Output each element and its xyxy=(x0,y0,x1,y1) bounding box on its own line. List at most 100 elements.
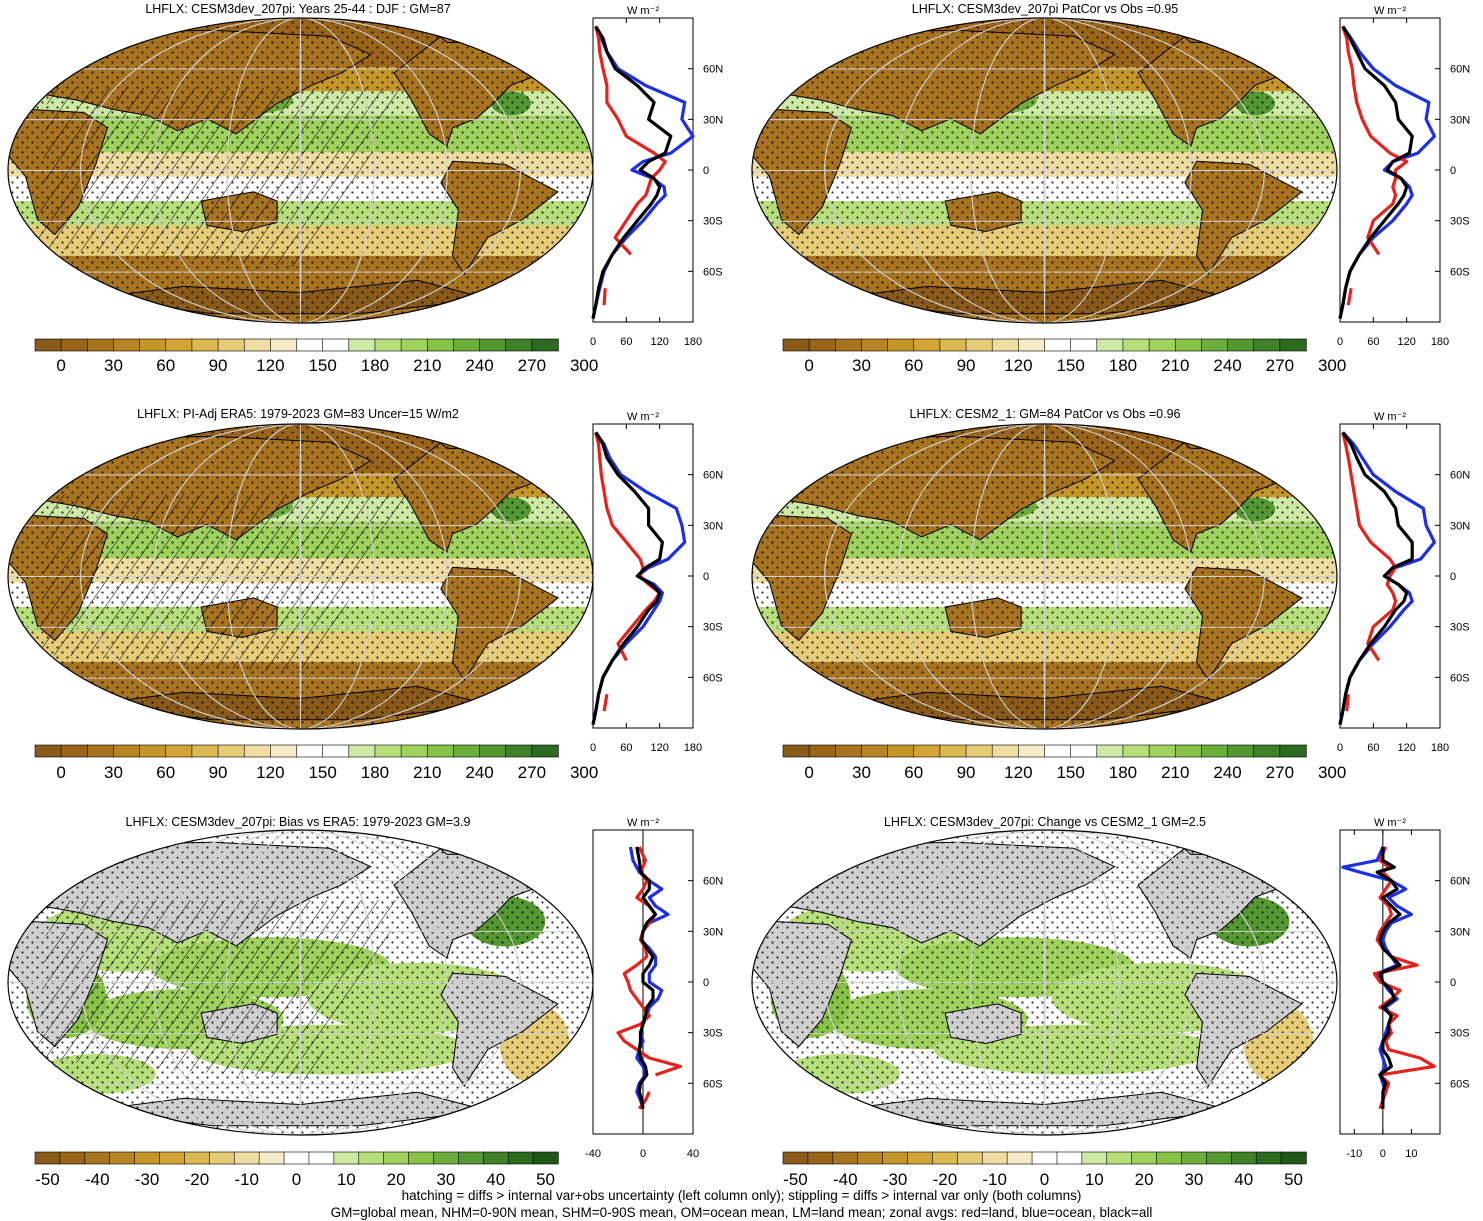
colorbar-swatch xyxy=(857,1151,884,1165)
colorbar-swatch xyxy=(400,338,428,352)
profile-xtick-label: 0 xyxy=(590,742,596,754)
colorbar-label: 60 xyxy=(904,356,923,375)
colorbar-swatch xyxy=(109,1151,136,1165)
colorbar-label: 120 xyxy=(1004,356,1032,375)
colorbar-swatch xyxy=(1227,338,1255,352)
colorbar-swatch xyxy=(270,744,298,758)
colorbar-swatch xyxy=(907,1151,934,1165)
colorbar-swatch xyxy=(782,338,810,352)
colorbar-swatch xyxy=(113,744,141,758)
colorbar-swatch xyxy=(1018,744,1046,758)
colorbar-swatch xyxy=(479,744,507,758)
colorbar-swatch xyxy=(134,1151,161,1165)
colorbar-label: 50 xyxy=(536,1170,555,1189)
colorbar-label: 180 xyxy=(1109,356,1137,375)
colorbar-label: 50 xyxy=(1284,1170,1303,1189)
profile-ytick-label: 0 xyxy=(1450,571,1456,583)
footnote-hatching: hatching = diffs > internal var+obs unce… xyxy=(401,1188,1082,1203)
colorbar-label: 210 xyxy=(1161,763,1189,782)
profile-ytick-label: 60S xyxy=(1450,1078,1470,1090)
footnote-legend: GM=global mean, NHM=0-90N mean, SHM=0-90… xyxy=(330,1205,1153,1220)
colorbar-swatch xyxy=(358,1151,385,1165)
profile-ytick-label: 30S xyxy=(1450,622,1470,634)
profile-ytick-label: 0 xyxy=(703,571,709,583)
colorbar-swatch xyxy=(374,744,402,758)
colorbar-swatch xyxy=(243,744,272,758)
colorbar-swatch xyxy=(1201,338,1229,352)
colorbar: 0 30 60 90 120 150 180 210 240 270 300 xyxy=(782,338,1346,375)
graticule-meridian xyxy=(80,830,521,1135)
colorbar-label: 20 xyxy=(387,1170,406,1189)
graticule-meridian xyxy=(1043,424,1046,729)
colorbar-swatch xyxy=(34,1151,61,1165)
colorbar-label: 180 xyxy=(1109,763,1137,782)
colorbar-label: 0 xyxy=(56,763,65,782)
zonal-profile: W m⁻² -40 0 40 60N 30N 0 30S 60S xyxy=(585,817,723,1160)
colorbar-swatch xyxy=(383,1151,410,1165)
colorbar-swatch xyxy=(981,1151,1008,1165)
profile-ytick-label: 30N xyxy=(703,926,723,938)
colorbar-label: 270 xyxy=(1266,763,1294,782)
colorbar-swatch xyxy=(184,1151,211,1165)
profile-line-all xyxy=(591,25,673,319)
profile-ytick-label: 60S xyxy=(703,266,723,278)
colorbar-label: 0 xyxy=(804,356,813,375)
profile-ytick-label: 60N xyxy=(1450,64,1470,76)
colorbar-label: 10 xyxy=(337,1170,356,1189)
graticule-meridian xyxy=(1043,18,1046,323)
colorbar-swatch xyxy=(1253,338,1281,352)
colorbar-label: 240 xyxy=(465,763,493,782)
colorbar-swatch xyxy=(834,744,863,758)
graticule-meridian xyxy=(824,18,1265,323)
colorbar-label: 210 xyxy=(413,356,441,375)
panel-2: LHFLX: CESM3dev_207pi PatCor vs Obs =0.9… xyxy=(751,2,1470,375)
colorbar-swatch xyxy=(531,338,559,352)
colorbar-label: 0 xyxy=(292,1170,301,1189)
colorbar-swatch xyxy=(296,744,324,758)
colorbar-swatch xyxy=(34,338,62,352)
colorbar-swatch xyxy=(1018,338,1046,352)
colorbar-swatch xyxy=(270,338,298,352)
colorbar-swatch xyxy=(532,1151,559,1165)
colorbar-label: -50 xyxy=(35,1170,60,1189)
graticule-meridian xyxy=(226,18,375,323)
colorbar-label: 40 xyxy=(1234,1170,1253,1189)
colorbar-swatch xyxy=(60,744,89,758)
profile-ytick-label: 30S xyxy=(1450,1028,1470,1040)
colorbar-swatch xyxy=(165,338,193,352)
colorbar-label: 300 xyxy=(1318,356,1346,375)
graticule-meridian xyxy=(153,424,448,729)
colorbar-label: 30 xyxy=(852,356,871,375)
panel-title: LHFLX: CESM3dev_207pi: Change vs CESM2_1… xyxy=(884,815,1206,829)
hatching-overlay xyxy=(38,900,408,1080)
profile-xtick-label: 60 xyxy=(620,336,632,348)
colorbar-swatch xyxy=(1044,338,1072,352)
colorbar-swatch xyxy=(308,1151,335,1165)
map xyxy=(8,424,593,729)
colorbar-swatch xyxy=(887,744,915,758)
colorbar: 0 30 60 90 120 150 180 210 240 270 300 xyxy=(34,338,598,375)
profile-ytick-label: 30S xyxy=(703,1028,723,1040)
profile-xtick-label: 180 xyxy=(684,336,702,348)
colorbar-label: 0 xyxy=(1040,1170,1049,1189)
profile-xtick-label: 40 xyxy=(687,1148,699,1160)
colorbar-swatch xyxy=(1255,1151,1282,1165)
colorbar-label: -30 xyxy=(135,1170,160,1189)
graticule-meridian xyxy=(80,424,521,729)
colorbar-label: -10 xyxy=(234,1170,259,1189)
profile-unit: W m⁻² xyxy=(627,411,659,423)
profile-xtick-label: -40 xyxy=(585,1148,601,1160)
profile-unit: W m⁻² xyxy=(1374,5,1406,17)
profile-ytick-label: 0 xyxy=(1450,977,1456,989)
colorbar-swatch xyxy=(1174,338,1203,352)
colorbar-swatch xyxy=(1230,1151,1257,1165)
colorbar-swatch xyxy=(191,338,219,352)
colorbar-swatch xyxy=(1096,338,1124,352)
colorbar-swatch xyxy=(159,1151,186,1165)
profile-ytick-label: 30N xyxy=(703,114,723,126)
profile-line-land xyxy=(1341,432,1398,712)
panel-title: LHFLX: CESM3dev_207pi PatCor vs Obs =0.9… xyxy=(912,2,1179,16)
panel-title: LHFLX: CESM3dev_207pi: Years 25-44 : DJF… xyxy=(145,2,450,16)
profile-line-all xyxy=(635,846,658,1109)
